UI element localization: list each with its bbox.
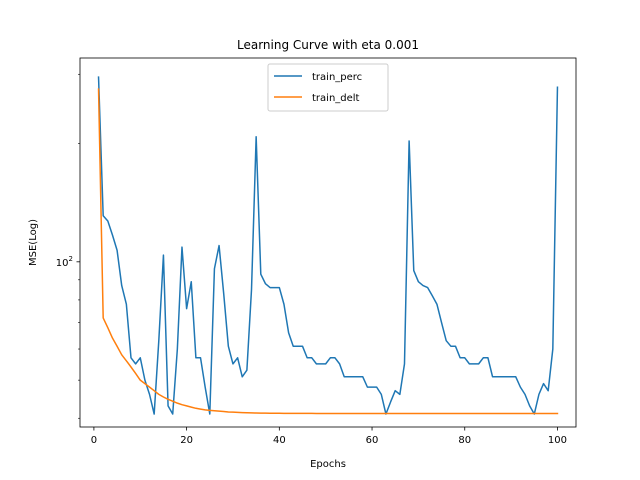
plot-frame bbox=[79, 57, 577, 428]
y-axis-title: MSE(Log) bbox=[28, 219, 39, 266]
legend: train_perc train_delt bbox=[267, 63, 389, 112]
x-tick-label: 60 bbox=[366, 435, 379, 446]
chart-title: Learning Curve with eta 0.001 bbox=[237, 38, 419, 52]
legend-label-train-perc: train_perc bbox=[312, 72, 362, 83]
x-tick-label: 40 bbox=[273, 435, 286, 446]
x-tick-label: 20 bbox=[180, 435, 193, 446]
x-tick-label: 0 bbox=[91, 435, 97, 446]
y-tick-label: 102 bbox=[56, 255, 73, 269]
series-layer bbox=[97, 76, 559, 415]
x-axis-title: Epochs bbox=[310, 459, 346, 470]
legend-label-train-delt: train_delt bbox=[312, 93, 360, 104]
x-axis: 0 20 40 60 80 100 bbox=[91, 427, 567, 446]
x-tick-label: 100 bbox=[548, 435, 567, 446]
x-tick-label: 80 bbox=[458, 435, 471, 446]
plot-area bbox=[80, 58, 576, 427]
series-line-train-delt bbox=[97, 88, 559, 415]
y-axis: 102 bbox=[56, 73, 80, 419]
series-line-train-perc bbox=[97, 76, 559, 415]
